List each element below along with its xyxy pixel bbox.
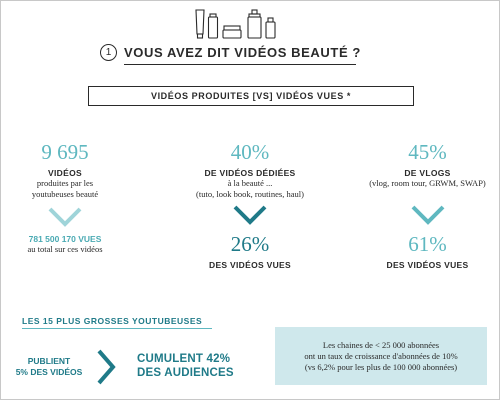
stat-value: 45%	[408, 140, 447, 164]
subtitle-text: VIDÉOS PRODUITES [VS] VIDÉOS VUES *	[150, 91, 352, 101]
views-label: DES VIDÉOS VUES	[209, 260, 291, 270]
section-number: 1	[100, 43, 117, 61]
growth-info-box: Les chaines de < 25 000 abonnées ont un …	[275, 327, 487, 385]
chevron-down-icon	[48, 207, 82, 227]
section-title: VOUS AVEZ DIT VIDÉOS BEAUTÉ ?	[124, 44, 361, 60]
views-label: DES VIDÉOS VUES	[386, 260, 469, 270]
views-percent: 61%	[408, 232, 447, 256]
top15-publish-line: PUBLIENT	[27, 356, 71, 366]
stat-column-beauty: 40% DE VIDÉOS DÉDIÉES à la beauté ... (t…	[175, 140, 325, 270]
top15-audience-line: CUMULENT 42%	[137, 353, 231, 365]
info-line: Les chaines de < 25 000 abonnées	[322, 339, 440, 350]
top15-publish-line: 5% DES VIDÉOS	[15, 367, 83, 377]
info-line: ont un taux de croissance d'abonnées de …	[304, 350, 458, 361]
stat-desc-line: à la beauté ...	[227, 178, 273, 188]
stat-column-videos: 9 695 VIDÉOS produites par les youtubeus…	[10, 140, 120, 255]
stat-desc-line: produites par les	[36, 178, 94, 188]
section-heading: 1 VOUS AVEZ DIT VIDÉOS BEAUTÉ ?	[100, 42, 361, 62]
top15-audience-stat: CUMULENT 42% DES AUDIENCES	[137, 352, 247, 380]
views-total: 781 500 170 VUES	[28, 234, 102, 244]
stat-desc-line: (vlog, room tour, GRWM, SWAP)	[369, 178, 486, 188]
top15-audience-line: DES AUDIENCES	[137, 367, 234, 379]
stat-column-vlogs: 45% DE VLOGS (vlog, room tour, GRWM, SWA…	[355, 140, 500, 270]
top15-underline	[22, 328, 212, 329]
top15-title: LES 15 PLUS GROSSES YOUTUBEUSES	[22, 316, 203, 326]
chevron-right-icon	[97, 349, 116, 385]
stat-value: 9 695	[41, 140, 89, 164]
cosmetic-products-icon	[192, 8, 282, 40]
stat-label: DE VIDÉOS DÉDIÉES	[204, 168, 296, 178]
stat-label: DE VLOGS	[404, 168, 451, 178]
heading-underline	[124, 64, 356, 65]
views-percent: 26%	[230, 232, 270, 256]
stat-label: VIDÉOS	[48, 168, 82, 178]
stat-desc-line: (tuto, look book, routines, haul)	[196, 189, 304, 199]
chevron-down-icon	[411, 205, 444, 225]
top15-publish-stat: PUBLIENT 5% DES VIDÉOS	[8, 356, 90, 378]
info-line: (vs 6,2% pour les plus de 100 000 abonné…	[304, 361, 458, 372]
chevron-down-icon	[233, 205, 267, 225]
subtitle-box: VIDÉOS PRODUITES [VS] VIDÉOS VUES *	[88, 86, 414, 106]
stat-value: 40%	[230, 140, 270, 164]
views-desc: au total sur ces vidéos	[27, 244, 103, 254]
stat-desc-line: youtubeuses beauté	[31, 189, 99, 199]
